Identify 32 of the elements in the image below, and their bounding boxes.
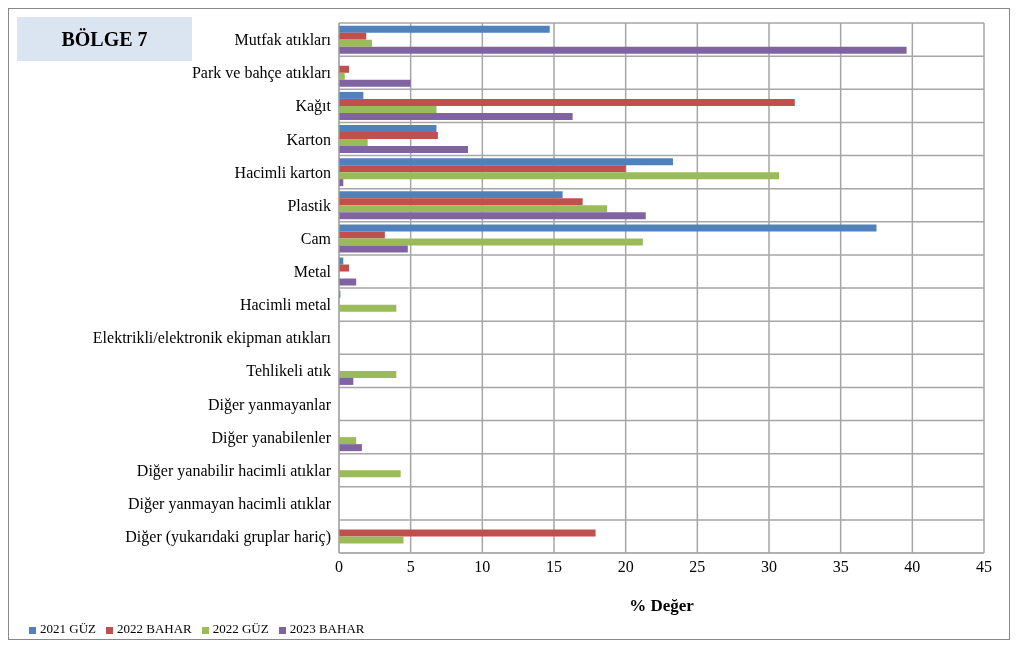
x-axis-title: % Değer [629, 596, 695, 615]
y-tick-label: Diğer yanabilir hacimli atıklar [136, 461, 332, 480]
y-tick-label: Plastik [287, 196, 331, 214]
y-tick-label: Tehlikeli atık [246, 362, 331, 380]
y-tick-label: Cam [300, 229, 332, 247]
x-tick-label: 0 [335, 558, 343, 576]
x-tick-label: 5 [406, 558, 415, 576]
x-tick-label: 40 [904, 558, 921, 576]
y-tick-label: Kağıt [295, 97, 332, 116]
x-tick-label: 35 [832, 558, 849, 576]
text: BÖLGE 7 [17, 17, 192, 61]
y-tick-label: Hacimli metal [239, 296, 332, 314]
y-tick-label: Elektrikli/elektronik ekipman atıkları [92, 329, 332, 348]
y-tick-label: Mutfak atıkları [234, 31, 332, 49]
y-tick-label: Karton [286, 130, 331, 148]
y-tick-label: Park ve bahçe atıkları [191, 64, 332, 83]
x-tick-label: 25 [689, 558, 706, 576]
y-tick-label: Hacimli karton [234, 163, 331, 181]
legend-label: 2023 BAHAR [289, 621, 365, 636]
y-tick-label: Diğer yanabilenler [211, 428, 332, 447]
y-tick-label: Metal [293, 263, 332, 281]
y-tick-label: Diğer (yukarıdaki gruplar hariç) [125, 528, 331, 547]
legend-label: 2022 GÜZ [212, 621, 269, 636]
x-tick-label: 45 [976, 558, 992, 576]
x-tick-label: 15 [546, 558, 562, 576]
y-tick-label: Diğer yanmayanlar [207, 395, 332, 414]
x-tick-label: 10 [474, 558, 491, 576]
x-tick-label: 20 [617, 558, 634, 576]
x-tick-label: 30 [761, 558, 777, 576]
legend-label: 2022 BAHAR [116, 621, 192, 636]
y-tick-label: Diğer yanmayan hacimli atıklar [127, 494, 332, 513]
legend-label: 2021 GÜZ [40, 621, 96, 636]
